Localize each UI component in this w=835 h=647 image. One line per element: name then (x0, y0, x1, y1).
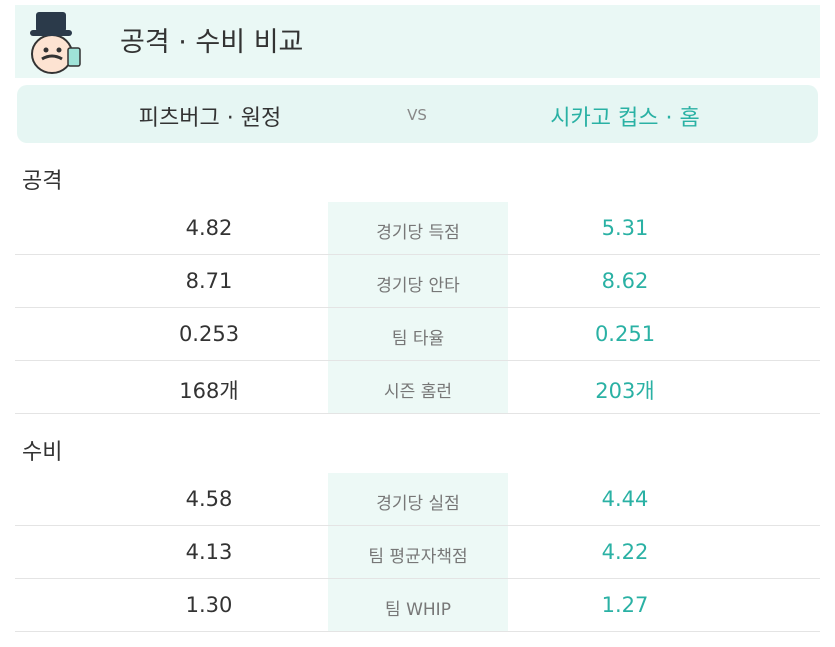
away-value: 4.58 (185, 487, 233, 511)
home-value: 203개 (595, 379, 655, 403)
away-team: 피츠버그 · 원정 (138, 106, 282, 131)
home-value: 4.22 (601, 540, 649, 564)
label-column (328, 202, 508, 414)
stat-label: 시즌 홈런 (384, 382, 452, 402)
stat-label: 팀 타율 (391, 329, 445, 349)
home-team: 시카고 컵스 · 홈 (550, 106, 700, 131)
stat-label: 경기당 득점 (376, 223, 460, 243)
home-value: 1.27 (601, 593, 649, 617)
home-value: 5.31 (601, 216, 649, 240)
header-band (15, 5, 820, 78)
row-divider (15, 525, 820, 526)
away-value: 8.71 (185, 269, 233, 293)
away-value: 168개 (179, 379, 239, 403)
section-title: 공격 (22, 169, 63, 194)
stat-label: 팀 평균자책점 (368, 547, 468, 567)
mascot-icon (30, 12, 81, 74)
row-divider (15, 360, 820, 361)
label-column (328, 473, 508, 632)
stat-label: 경기당 안타 (376, 276, 460, 296)
row-divider (15, 413, 820, 414)
row-divider (15, 307, 820, 308)
stat-label: 팀 WHIP (385, 600, 451, 620)
home-value: 8.62 (601, 269, 649, 293)
stat-label: 경기당 실점 (376, 494, 460, 514)
row-divider (15, 578, 820, 579)
row-divider (15, 631, 820, 632)
row-divider (15, 254, 820, 255)
home-value: 0.251 (594, 322, 656, 346)
vs-label: VS (407, 106, 427, 124)
away-value: 4.82 (185, 216, 233, 240)
title: 공격 · 수비 비교 (120, 27, 304, 58)
away-value: 4.13 (185, 540, 233, 564)
section-title: 수비 (22, 440, 63, 465)
home-value: 4.44 (601, 487, 649, 511)
away-value: 1.30 (185, 593, 233, 617)
matchup-bar (17, 85, 818, 143)
away-value: 0.253 (178, 322, 240, 346)
